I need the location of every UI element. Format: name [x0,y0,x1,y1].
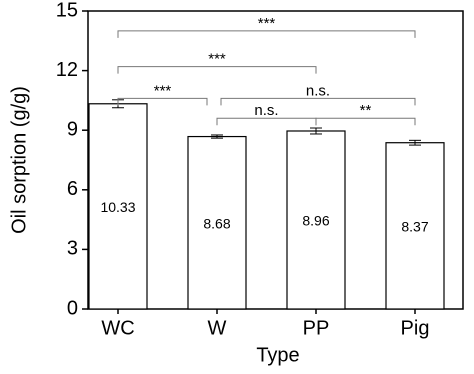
value-label: 8.68 [203,215,230,231]
y-tick-label: 12 [56,59,78,81]
bar [187,135,247,310]
significance-bracket [216,117,317,126]
plot-frame [87,10,464,310]
x-tick-label: PP [303,317,330,339]
significance-label: ** [360,102,372,119]
value-label: 8.37 [401,219,428,235]
x-tick-label: Pig [401,317,430,339]
y-axis-label: Oil sorption (g/g) [8,86,30,234]
y-tick-label: 9 [67,118,78,140]
x-axis-label: Type [256,344,299,366]
y-tick-label: 6 [67,178,78,200]
bar [385,142,445,310]
significance-bracket [117,30,416,38]
x-tick-label: WC [101,317,134,339]
significance-label: n.s. [306,82,330,99]
significance-bracket [315,117,416,126]
x-tick-label: W [208,317,227,339]
y-tick-label: 3 [67,238,78,260]
significance-label: *** [154,82,172,99]
significance-bracket [117,66,317,74]
significance-label: *** [208,51,226,68]
value-label: 8.96 [302,213,329,229]
significance-bracket [117,97,208,106]
y-tick-label: 15 [56,0,78,21]
significance-label: n.s. [254,102,278,119]
bar [88,103,148,310]
value-label: 10.33 [100,199,135,215]
significance-label: *** [258,15,276,32]
significance-bracket [220,97,416,106]
y-tick-label: 0 [67,297,78,319]
